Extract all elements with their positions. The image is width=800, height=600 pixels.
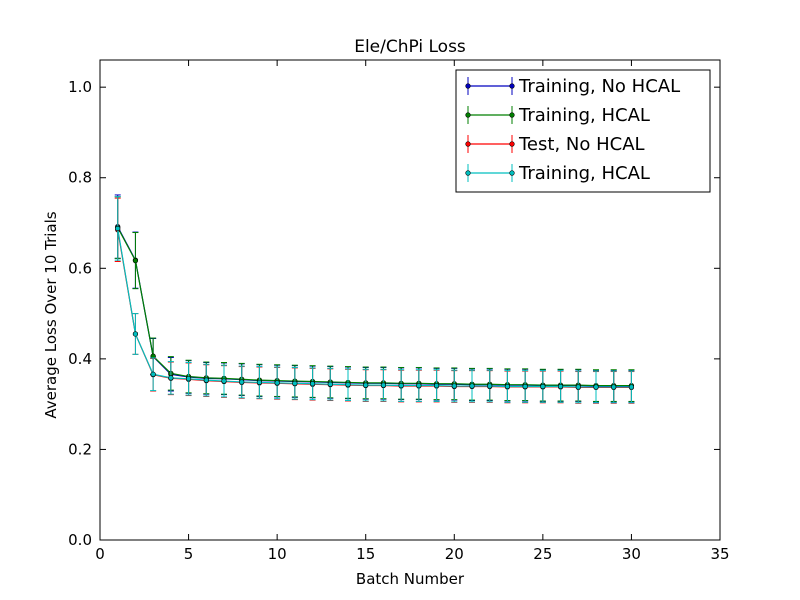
- data-point: [504, 383, 511, 390]
- axes: 0 5 10 15 20 25 30 35 0.0 0.2 0.4 0.6 0.8 1.0: [68, 59, 730, 563]
- plot-area: [114, 194, 635, 404]
- chart-title: Ele/ChPi Loss: [354, 37, 466, 57]
- data-point: [168, 375, 174, 381]
- data-point: [221, 378, 227, 384]
- data-point: [398, 382, 404, 389]
- data-point: [363, 382, 369, 388]
- y-tick-label: 0.8: [68, 169, 92, 187]
- y-tick-label: 0.0: [68, 531, 92, 549]
- legend-marker: [509, 83, 515, 89]
- legend-label: Test, No HCAL: [518, 134, 645, 155]
- data-point: [469, 383, 475, 389]
- data-point: [274, 380, 280, 386]
- data-point: [345, 382, 351, 388]
- data-point: [487, 383, 493, 389]
- legend-marker: [509, 170, 515, 176]
- y-axis-label: Average Loss Over 10 Trials: [42, 211, 60, 418]
- data-point: [628, 384, 635, 390]
- x-tick-label: 25: [533, 545, 552, 563]
- data-point: [132, 331, 139, 337]
- data-point: [132, 258, 139, 264]
- data-point: [309, 381, 316, 387]
- data-point: [575, 384, 581, 390]
- x-tick-label: 10: [268, 545, 287, 563]
- x-axis-label: Batch Number: [356, 570, 465, 588]
- data-point: [185, 376, 192, 382]
- data-point: [115, 225, 121, 232]
- data-point: [256, 379, 263, 386]
- data-point: [451, 383, 457, 389]
- legend-box: [455, 69, 711, 193]
- legend-entry: Test, No HCAL: [465, 134, 645, 155]
- data-point: [611, 384, 617, 390]
- data-point: [416, 382, 422, 389]
- data-point: [433, 382, 440, 389]
- x-tick-label: 15: [356, 545, 375, 563]
- series-line: [117, 228, 632, 388]
- data-point: [557, 383, 564, 390]
- legend-marker: [509, 112, 515, 118]
- data-point: [327, 381, 333, 387]
- y-tick-label: 0.4: [68, 350, 92, 368]
- data-point: [380, 382, 387, 388]
- data-point: [522, 383, 528, 390]
- x-tick-label: 20: [445, 545, 464, 563]
- plot-frame: [99, 59, 721, 541]
- data-point: [203, 377, 209, 383]
- series-line: [117, 227, 632, 387]
- x-tick-label: 35: [710, 545, 729, 563]
- x-tick-label: 0: [95, 545, 105, 563]
- data-point: [292, 380, 298, 386]
- y-tick-label: 0.2: [68, 440, 92, 458]
- legend-label: Training, HCAL: [518, 163, 650, 184]
- legend-entry: Training, HCAL: [465, 105, 650, 126]
- legend-label: Training, HCAL: [518, 105, 650, 126]
- legend: Training, No HCAL Training, HCAL Test, No …: [455, 69, 711, 193]
- y-tick-label: 1.0: [68, 78, 92, 96]
- legend-entry: Training, HCAL: [465, 163, 650, 184]
- data-point: [540, 383, 546, 390]
- legend-label: Training, No HCAL: [518, 76, 680, 97]
- legend-marker: [465, 170, 471, 176]
- x-tick-label: 30: [622, 545, 641, 563]
- data-point: [150, 371, 156, 377]
- data-point: [593, 384, 599, 390]
- legend-entry: Training, No HCAL: [465, 76, 680, 97]
- x-tick-label: 5: [184, 545, 194, 563]
- legend-marker: [465, 83, 471, 89]
- series-4: [114, 196, 635, 404]
- data-point: [239, 379, 245, 385]
- y-tick-label: 0.6: [68, 259, 92, 277]
- legend-marker: [509, 141, 515, 147]
- legend-marker: [465, 141, 471, 147]
- legend-marker: [465, 112, 471, 118]
